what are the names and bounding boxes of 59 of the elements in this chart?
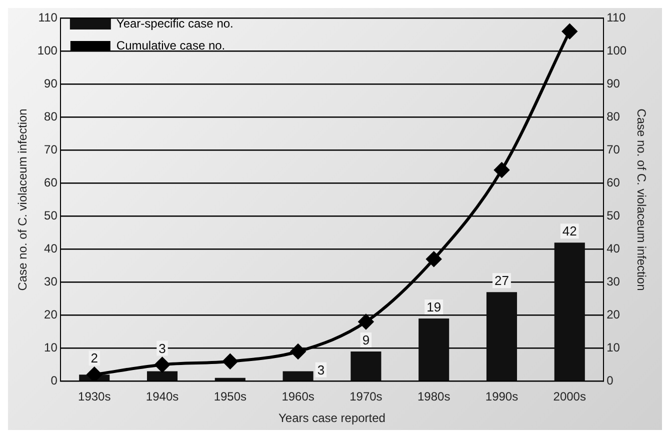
y-tick-label: 80 <box>44 110 58 124</box>
y-tick-label: 60 <box>44 176 58 190</box>
y2-tick-label: 20 <box>606 308 620 322</box>
bar <box>282 371 314 381</box>
x-tick-label: 1970s <box>350 390 382 404</box>
legend-label: Year-specific case no. <box>116 16 234 30</box>
y-tick-label: 50 <box>44 208 58 223</box>
y2-tick-label: 30 <box>606 274 620 289</box>
data-label: 27 <box>494 273 509 288</box>
bar <box>554 242 585 381</box>
data-label: 42 <box>562 224 577 239</box>
data-label: 19 <box>426 300 442 315</box>
y2-tick-label: 100 <box>606 44 627 58</box>
y2-tick-label: 60 <box>606 176 620 190</box>
y-tick-label: 40 <box>44 242 58 256</box>
y-tick-label: 30 <box>44 274 58 289</box>
y2-tick-label: 40 <box>606 242 620 256</box>
y2-tick-label: 80 <box>606 110 620 124</box>
point <box>494 162 510 178</box>
point <box>358 314 374 330</box>
y-tick-label: 70 <box>44 142 58 157</box>
y2-tick-label: 10 <box>606 340 620 355</box>
bar <box>418 318 450 381</box>
x-tick-label: 1930s <box>78 390 111 404</box>
point <box>562 24 578 39</box>
data-label: 9 <box>362 332 370 348</box>
y2-tick-label: 70 <box>606 142 620 157</box>
y2-tick-label: 0 <box>606 374 614 388</box>
point <box>222 354 238 369</box>
point <box>290 344 306 359</box>
data-label: 3 <box>317 362 325 378</box>
y-tick-label: 100 <box>37 44 58 58</box>
y-tick-label: 20 <box>44 308 58 322</box>
bar <box>146 371 178 381</box>
data-label: 3 <box>158 340 166 356</box>
y-axis-title: Case no. of C. violaceum infection <box>16 108 30 291</box>
x-tick-label: 2000s <box>553 390 586 404</box>
y2-tick-label: 110 <box>606 10 626 25</box>
x-tick-label: 1950s <box>214 390 247 404</box>
y2-tick-label: 90 <box>606 76 620 91</box>
y-tick-label: 0 <box>50 374 58 388</box>
bar <box>214 378 246 381</box>
x-tick-label: 1960s <box>282 390 314 404</box>
bar <box>486 292 518 381</box>
y-tick-label: 10 <box>44 340 58 355</box>
point <box>426 252 442 267</box>
point <box>86 367 102 382</box>
x-axis-title: Years case reported <box>278 411 386 426</box>
y-tick-label: 110 <box>38 10 58 25</box>
bar <box>350 352 382 381</box>
x-tick-label: 1990s <box>485 390 518 404</box>
x-tick-label: 1980s <box>417 390 450 404</box>
y2-axis-title: Case no. of C. violaceum infection <box>634 108 648 291</box>
x-tick-label: 1940s <box>146 390 179 404</box>
y2-tick-label: 50 <box>606 208 620 223</box>
y-tick-label: 90 <box>44 76 58 91</box>
legend-label: Cumulative case no. <box>116 38 226 52</box>
point <box>154 357 170 372</box>
data-label: 2 <box>90 350 98 366</box>
